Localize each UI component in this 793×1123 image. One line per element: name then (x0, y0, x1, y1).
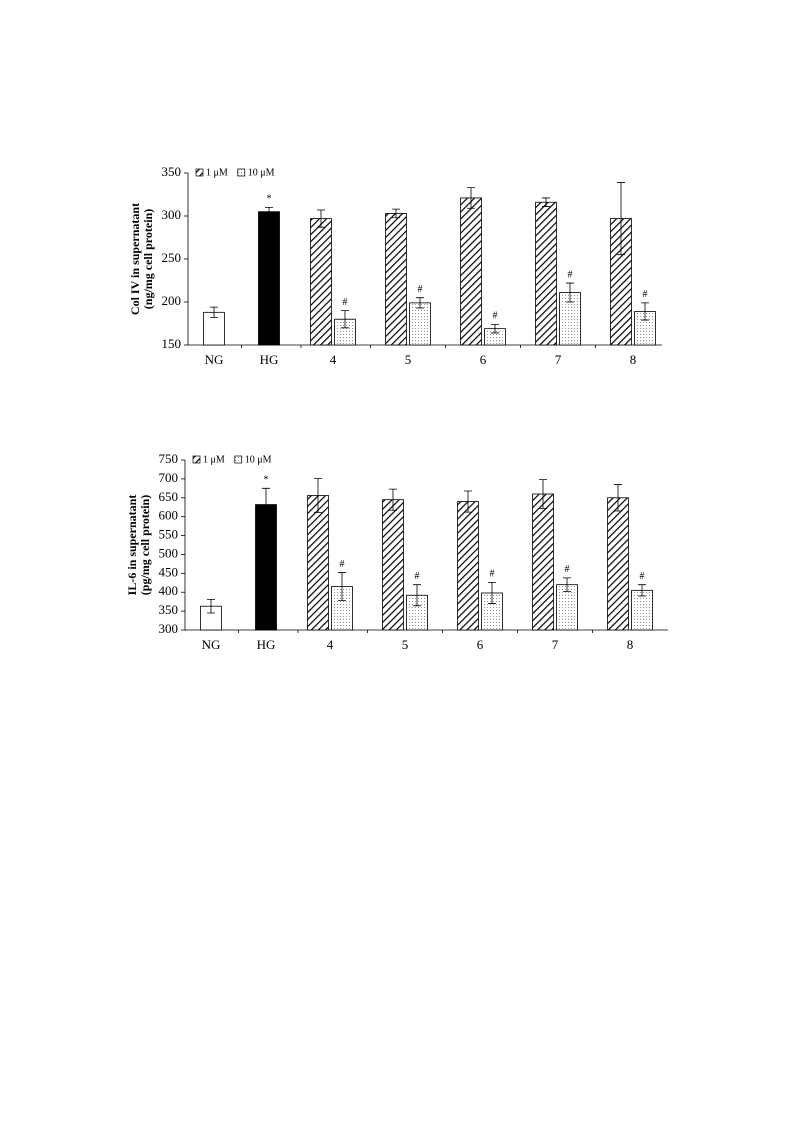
bar (460, 197, 482, 346)
y-tick-label: 700 (159, 470, 179, 485)
y-tick-label: 300 (162, 207, 182, 222)
error-bar (464, 490, 472, 513)
significance-mark: * (267, 194, 272, 205)
significance-mark: # (490, 569, 495, 580)
significance-mark: # (643, 289, 648, 300)
error-bar (392, 208, 400, 219)
error-bar (638, 584, 646, 597)
y-tick-label: 750 (159, 451, 179, 466)
error-bar (338, 572, 346, 601)
y-tick-label: 600 (159, 508, 179, 523)
y-tick-label: 400 (159, 583, 179, 598)
legend-label: 1 μM (203, 454, 225, 465)
error-bar (563, 577, 571, 592)
x-tick-label: NG (202, 637, 221, 652)
bar (607, 497, 629, 631)
error-bar (542, 197, 550, 207)
y-tick-label: 150 (162, 336, 182, 351)
error-bar (262, 487, 270, 522)
x-tick-label: 8 (627, 637, 634, 652)
x-tick-label: 6 (477, 637, 484, 652)
y-tick-label: 300 (159, 621, 179, 636)
error-bar (389, 488, 397, 511)
y-tick-label: 650 (159, 489, 179, 504)
error-bar (467, 187, 475, 209)
x-tick-label: HG (257, 637, 276, 652)
error-bar (210, 306, 218, 318)
y-tick-label: 500 (159, 545, 179, 560)
y-axis-label: (ng/mg cell protein) (141, 209, 155, 309)
bar (385, 213, 407, 346)
x-tick-label: 4 (330, 352, 337, 367)
significance-mark: # (340, 559, 345, 570)
y-axis-label: Col IV in supernatant (128, 203, 142, 315)
legend-swatch (195, 168, 204, 177)
error-bar (641, 302, 649, 321)
y-tick-label: 450 (159, 564, 179, 579)
error-bar (413, 584, 421, 607)
y-tick-label: 550 (159, 527, 179, 542)
bar (532, 493, 554, 631)
bar (535, 201, 557, 346)
error-bar (416, 297, 424, 309)
error-bar (614, 484, 622, 512)
significance-mark: # (493, 311, 498, 322)
legend-swatch (234, 455, 243, 464)
bar (258, 211, 280, 346)
x-tick-label: 5 (402, 637, 409, 652)
significance-mark: # (418, 284, 423, 295)
error-bar (265, 207, 273, 217)
legend-label: 1 μM (206, 167, 228, 178)
significance-mark: # (343, 297, 348, 308)
bar (310, 218, 332, 346)
significance-mark: # (565, 564, 570, 575)
error-bar (617, 182, 625, 256)
y-tick-label: 350 (162, 164, 182, 179)
y-tick-label: 250 (162, 250, 182, 265)
x-tick-label: 7 (552, 637, 559, 652)
y-axis-label: (pg/mg cell protein) (138, 495, 152, 595)
significance-mark: * (264, 475, 269, 486)
x-tick-label: 7 (555, 352, 562, 367)
x-tick-label: 4 (327, 637, 334, 652)
legend-label: 10 μM (248, 167, 275, 178)
legend-swatch (237, 168, 246, 177)
significance-mark: # (568, 269, 573, 280)
error-bar (341, 310, 349, 329)
significance-mark: # (640, 571, 645, 582)
error-bar (314, 478, 322, 513)
y-tick-label: 200 (162, 293, 182, 308)
bar (409, 302, 431, 346)
x-tick-label: NG (205, 352, 224, 367)
y-axis-label: IL-6 in supernatant (125, 495, 139, 596)
legend-swatch (192, 455, 201, 464)
x-tick-label: 6 (480, 352, 487, 367)
bar (255, 504, 277, 631)
bar (307, 495, 329, 631)
bar (457, 501, 479, 631)
y-tick-label: 350 (159, 602, 179, 617)
error-bar (491, 323, 499, 334)
error-bar (488, 582, 496, 604)
significance-mark: # (415, 571, 420, 582)
error-bar (566, 282, 574, 303)
error-bar (317, 209, 325, 228)
x-tick-label: 5 (405, 352, 412, 367)
legend-label: 10 μM (245, 454, 272, 465)
bar (382, 499, 404, 631)
error-bar (207, 599, 215, 614)
x-tick-label: 8 (630, 352, 637, 367)
error-bar (539, 479, 547, 509)
x-tick-label: HG (260, 352, 279, 367)
